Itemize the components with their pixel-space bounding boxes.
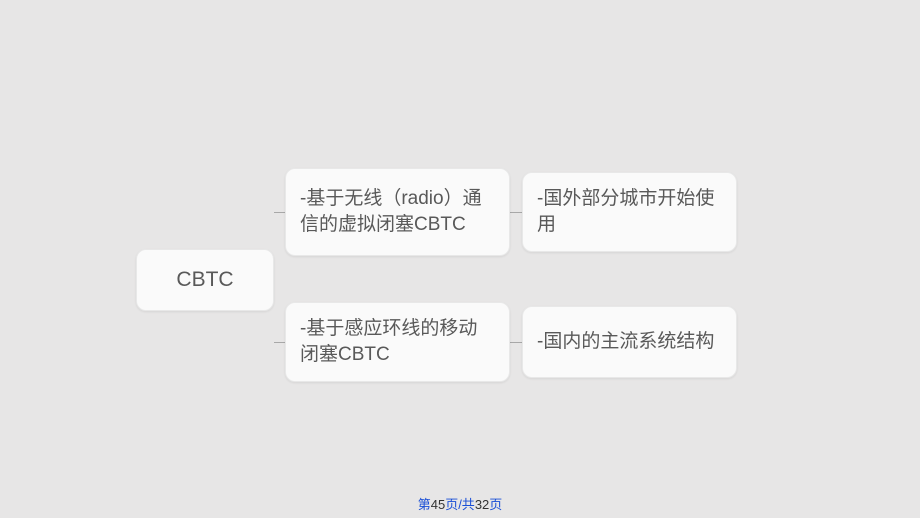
node-b2: -基于感应环线的移动闭塞CBTC [285, 302, 510, 382]
node-c1-label: -国外部分城市开始使用 [537, 186, 722, 237]
node-c2: -国内的主流系统结构 [522, 306, 737, 378]
node-b2-label: -基于感应环线的移动闭塞CBTC [300, 316, 495, 367]
node-root: CBTC [136, 249, 274, 311]
footer-text-3: 页 [489, 497, 502, 512]
node-b1-label: -基于无线（radio）通信的虚拟闭塞CBTC [300, 186, 495, 237]
node-c1: -国外部分城市开始使用 [522, 172, 737, 252]
footer-text-1: 第 [418, 497, 431, 512]
footer-total: 32 [475, 497, 489, 512]
page-footer: 第45页/共32页 [0, 489, 920, 518]
node-root-label: CBTC [176, 266, 233, 294]
node-b1: -基于无线（radio）通信的虚拟闭塞CBTC [285, 168, 510, 256]
footer-pagenum: 45 [431, 497, 445, 512]
footer-text-2: 页/共 [445, 497, 475, 512]
diagram-canvas: CBTC -基于无线（radio）通信的虚拟闭塞CBTC -基于感应环线的移动闭… [0, 0, 920, 518]
node-c2-label: -国内的主流系统结构 [537, 329, 714, 355]
